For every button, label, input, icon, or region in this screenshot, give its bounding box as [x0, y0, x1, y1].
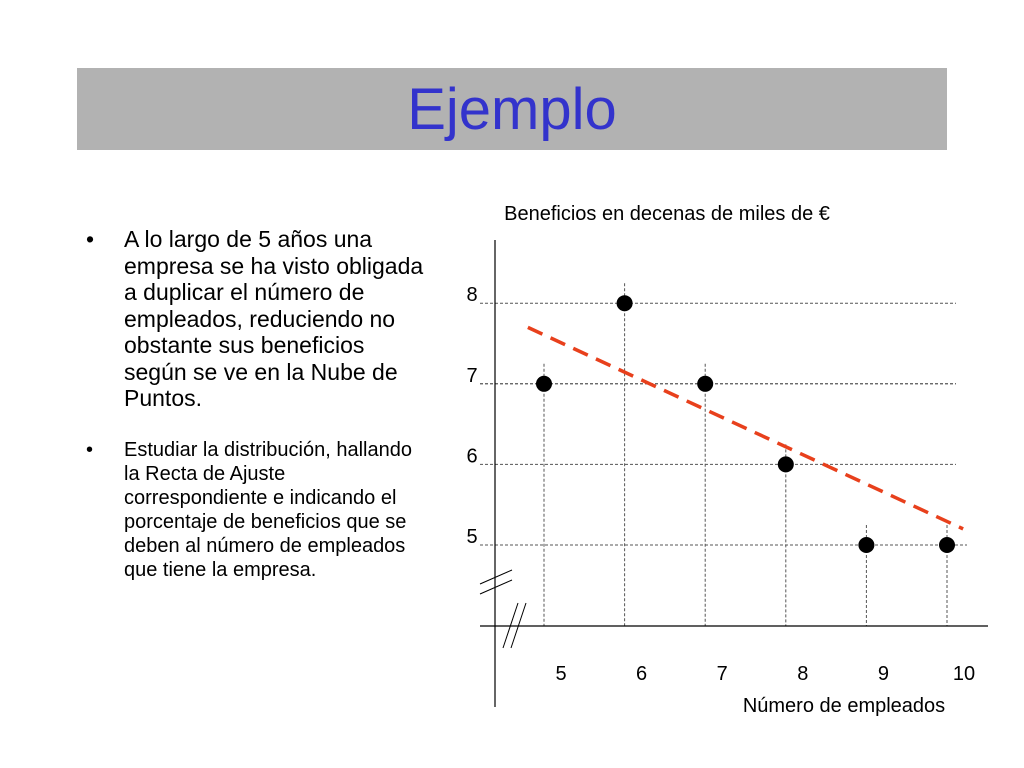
bullet-icon: • [86, 438, 94, 461]
x-tick-label: 5 [555, 663, 566, 685]
bullet-icon: • [86, 226, 95, 252]
x-axis-break-mark [502, 602, 519, 649]
y-axis-label: Beneficios en decenas de miles de € [504, 203, 830, 225]
title-bar: Ejemplo [77, 68, 947, 150]
y-tick-label: 5 [466, 526, 477, 548]
x-tick-label: 8 [797, 663, 808, 685]
x-tick-label: 9 [878, 663, 889, 685]
x-tick-label: 7 [717, 663, 728, 685]
y-axis-break-mark [479, 569, 513, 585]
x-tick-label: 10 [953, 663, 975, 685]
bullet-text: Estudiar la distribución, hallando la Re… [124, 438, 412, 581]
y-axis-break-mark [479, 579, 513, 595]
trend-line [527, 325, 964, 531]
bullet-text: A lo largo de 5 años una empresa se ha v… [124, 226, 424, 411]
data-point [536, 375, 552, 392]
x-tick-label: 6 [636, 663, 647, 685]
bullet-item: • Estudiar la distribución, hallando la … [86, 438, 431, 582]
bullet-list: • A lo largo de 5 años una empresa se ha… [86, 226, 431, 582]
y-tick-label: 8 [466, 284, 477, 306]
slide-title: Ejemplo [407, 76, 617, 142]
data-point [616, 295, 633, 312]
data-point [777, 456, 794, 473]
x-axis-break-mark [510, 602, 527, 649]
x-axis-label: Número de empleados [743, 695, 945, 717]
data-point [858, 537, 875, 553]
y-tick-label: 7 [466, 365, 477, 387]
data-point [697, 375, 714, 392]
y-tick-label: 6 [466, 445, 477, 467]
bullet-item: • A lo largo de 5 años una empresa se ha… [86, 226, 431, 412]
data-point [939, 537, 955, 553]
